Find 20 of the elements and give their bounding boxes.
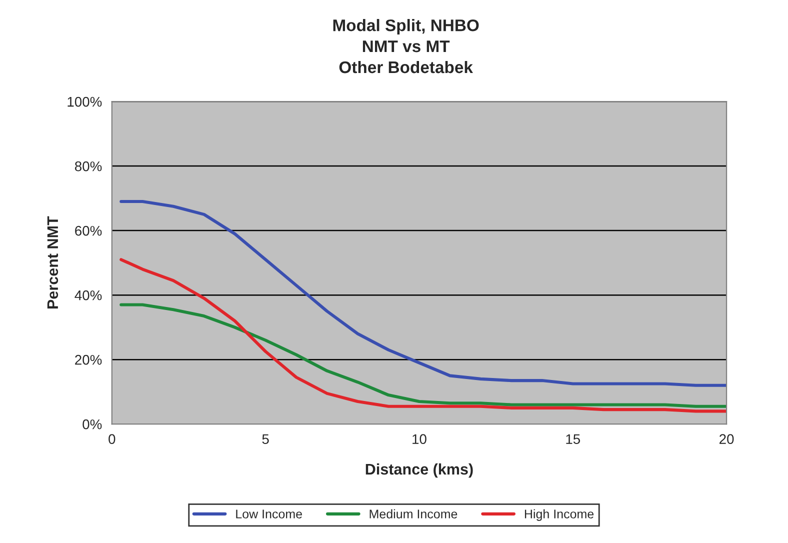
legend-label: High Income [524,509,594,521]
x-tick-label: 10 [412,434,426,444]
y-tick-label: 80% [74,161,102,172]
y-axis-title: Percent NMT [47,216,58,308]
y-tick-label: 40% [74,290,102,300]
legend-label: Medium Income [370,509,458,518]
x-tick-label: 20 [720,434,734,444]
x-tick-label: 5 [262,434,269,444]
x-axis-title: Distance (kms) [366,463,473,478]
line-series [120,258,727,413]
x-tick-label: 0 [108,434,116,444]
y-tick-label: 20% [75,354,102,365]
line-series [120,200,727,387]
y-tick-label: 60% [75,226,102,236]
line-series [120,303,727,408]
y-tick-label: 100% [68,96,102,107]
y-tick-label: 0% [82,419,102,430]
x-tick-label: 15 [566,434,580,444]
legend-label: Low Income [236,510,302,518]
chart-title: Modal Split, NHBO NMT vs MT Other Bodetabek [333,19,479,74]
